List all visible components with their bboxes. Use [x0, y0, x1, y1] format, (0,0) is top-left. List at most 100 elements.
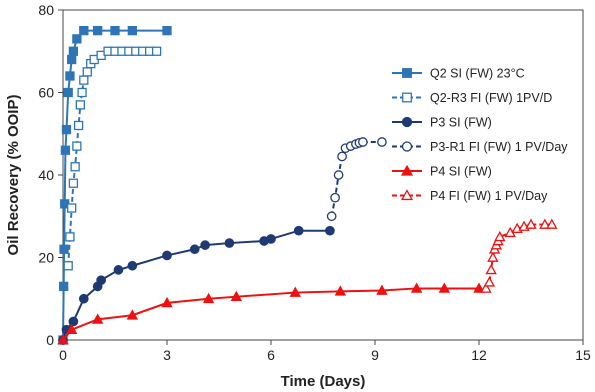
data-point: [63, 87, 73, 98]
data-point: [93, 25, 103, 36]
data-point: [161, 296, 173, 308]
data-point: [326, 211, 337, 222]
data-point: [200, 240, 210, 250]
data-point: [72, 34, 82, 44]
data-point: [63, 261, 73, 271]
data-point: [79, 25, 89, 36]
data-point: [162, 25, 172, 36]
data-point: [333, 170, 344, 180]
x-tick-label: 9: [371, 347, 379, 363]
data-point: [77, 87, 87, 98]
data-point: [96, 275, 106, 286]
data-point: [266, 234, 276, 244]
legend-label: P4 SI (FW): [430, 165, 492, 179]
series-line: [62, 287, 479, 341]
plot-frame: [62, 9, 584, 341]
data-point: [126, 309, 139, 320]
y-tick-label: 60: [38, 85, 54, 101]
data-point: [189, 244, 200, 255]
legend-item: Q2-R3 FI (FW) 1PV/D: [392, 91, 552, 105]
data-point: [377, 137, 387, 147]
data-point: [358, 137, 368, 147]
legend-marker: [402, 68, 412, 78]
x-tick-label: 0: [59, 347, 67, 363]
legend-item: P3 SI (FW): [392, 116, 492, 130]
data-point: [75, 100, 85, 110]
data-point: [330, 192, 340, 203]
data-point: [65, 232, 75, 242]
series-5: [480, 218, 558, 293]
x-tick-label: 3: [163, 347, 171, 363]
legend-marker: [402, 92, 412, 103]
data-point: [410, 282, 423, 293]
data-point: [230, 290, 243, 302]
series-4: [57, 282, 485, 345]
data-point: [73, 120, 84, 131]
data-point: [59, 244, 69, 254]
series-line: [485, 223, 552, 289]
legend-marker: [400, 189, 414, 201]
legend-marker: [400, 164, 414, 176]
x-tick-label: 6: [267, 347, 275, 363]
data-point: [67, 203, 77, 213]
data-point: [289, 286, 301, 297]
y-tick-label: 80: [38, 2, 54, 18]
data-point: [487, 251, 499, 262]
series-line: [62, 29, 167, 341]
data-point: [337, 151, 347, 162]
data-point: [113, 265, 124, 275]
data-point: [110, 25, 120, 36]
data-point: [325, 225, 335, 236]
data-point: [127, 25, 137, 36]
data-point: [57, 334, 69, 345]
legend-label: P3 SI (FW): [430, 116, 492, 130]
legend-label: P3-R1 FI (FW) 1 PV/Day: [430, 140, 568, 154]
data-point: [68, 316, 79, 327]
series-3: [326, 137, 387, 222]
data-point: [480, 282, 492, 293]
data-point: [127, 260, 138, 271]
data-point: [162, 250, 172, 261]
data-point: [61, 124, 72, 135]
data-point: [59, 281, 69, 292]
y-tick-label: 20: [38, 250, 54, 266]
data-point: [68, 46, 79, 56]
data-point: [82, 67, 92, 77]
data-point: [68, 178, 79, 188]
legend-item: P4 SI (FW): [392, 165, 492, 179]
data-point: [202, 292, 215, 304]
legend: Q2 SI (FW) 23°C Q2-R3 FI (FW) 1PV/D P3 SI …: [392, 67, 568, 203]
data-point: [485, 263, 497, 275]
legend-label: Q2 SI (FW) 23°C: [430, 67, 525, 81]
series-layer: [57, 25, 558, 345]
data-point: [79, 75, 89, 85]
legend-marker: [401, 116, 413, 128]
data-point: [293, 225, 304, 236]
data-point: [539, 218, 551, 229]
data-point: [483, 276, 496, 287]
axes: 0 3 6 9 12 15 0 20 40 60 80: [38, 2, 591, 363]
data-point: [67, 54, 77, 65]
y-axis-title: Oil Recovery (% OOIP): [5, 95, 22, 256]
data-point: [91, 313, 104, 324]
data-point: [65, 323, 78, 335]
data-point: [224, 238, 235, 248]
legend-item: P3-R1 FI (FW) 1 PV/Day: [392, 140, 568, 154]
data-point: [473, 282, 485, 293]
data-point: [438, 282, 451, 293]
data-point: [60, 145, 71, 155]
x-tick-label: 15: [575, 347, 591, 363]
series-2: [58, 225, 335, 345]
x-tick-label: 12: [471, 347, 487, 363]
legend-item: Q2 SI (FW) 23°C: [392, 67, 525, 81]
data-point: [546, 218, 558, 229]
data-point: [151, 46, 162, 56]
data-point: [334, 285, 347, 296]
data-point: [65, 71, 75, 81]
data-point: [78, 293, 89, 304]
data-point: [525, 218, 537, 229]
legend-marker: [401, 141, 413, 152]
data-point: [376, 284, 388, 295]
legend-label: Q2-R3 FI (FW) 1PV/D: [430, 91, 552, 105]
